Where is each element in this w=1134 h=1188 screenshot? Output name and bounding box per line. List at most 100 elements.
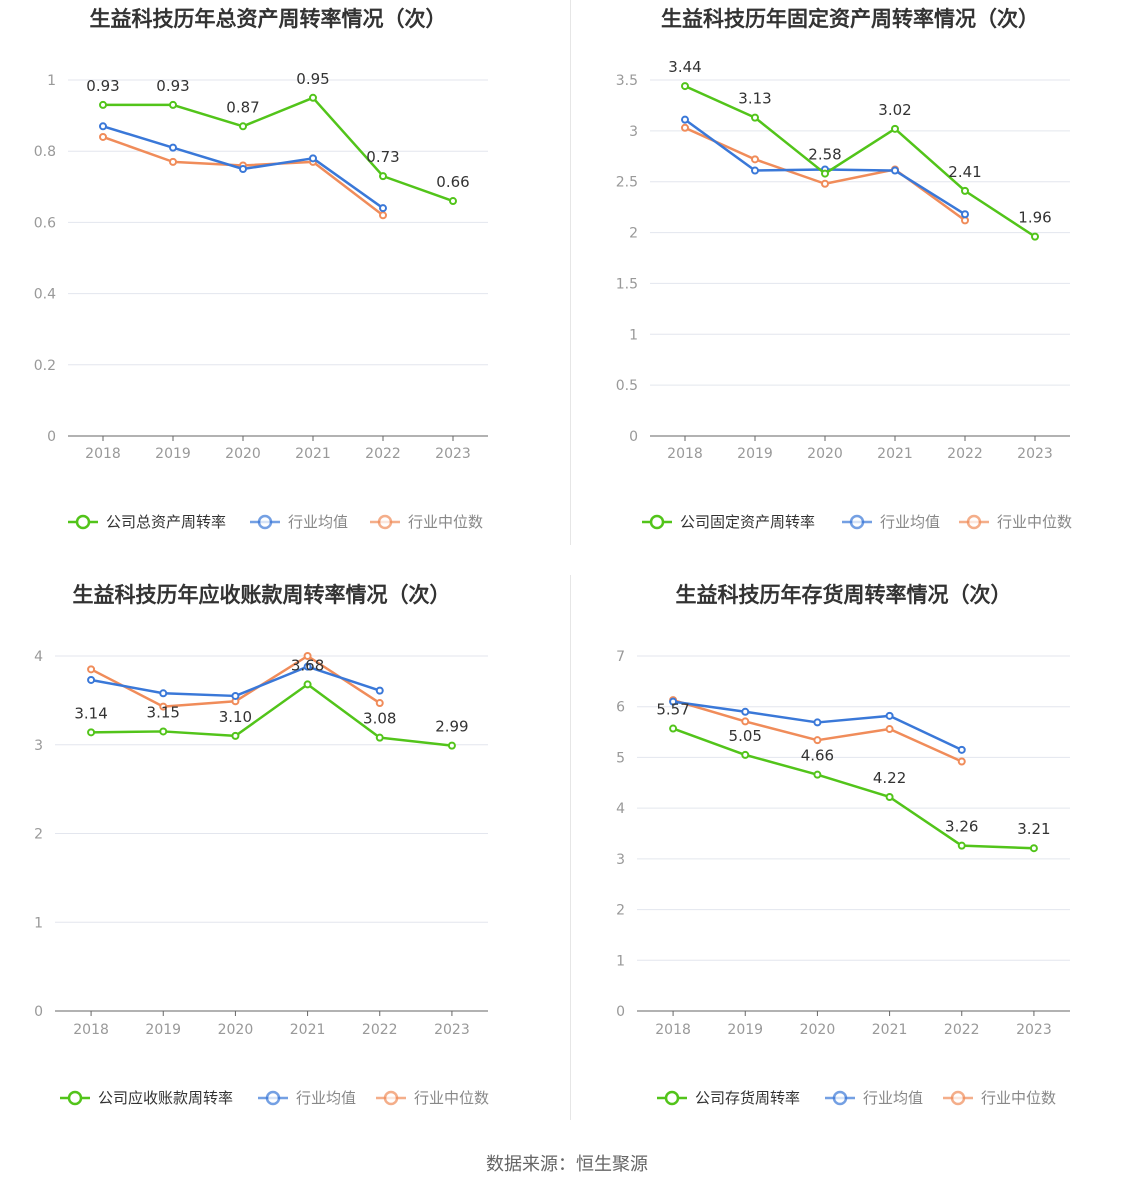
x-tick-label: 2021 — [872, 1022, 908, 1038]
series-line — [684, 84, 1036, 238]
y-tick-label: 0 — [34, 1004, 43, 1020]
data-point — [375, 699, 384, 708]
data-point — [449, 197, 457, 206]
legend-marker-icon — [377, 514, 393, 530]
data-point — [669, 697, 678, 706]
y-tick-label: 0.8 — [34, 144, 56, 160]
data-label: 3.21 — [1017, 820, 1050, 838]
y-tick-label: 1.5 — [616, 276, 638, 292]
data-label: 0.66 — [436, 173, 469, 191]
data-label: 3.10 — [219, 708, 252, 726]
legend-label: 行业均值 — [863, 1089, 923, 1107]
legend-marker-icon — [649, 514, 665, 530]
y-tick-label: 2.5 — [616, 175, 638, 191]
x-tick-label: 2023 — [434, 1022, 470, 1038]
legend-marker-icon — [950, 1090, 966, 1106]
x-tick-label: 2019 — [155, 446, 191, 462]
legend-marker-icon — [265, 1090, 281, 1106]
chart-svg: 生益科技历年固定资产周转率情况（次） 0 0.5 1 1.5 2 2.5 3 3.5 2018 20… — [616, 7, 1072, 531]
series-line — [102, 135, 384, 217]
data-label: 3.44 — [668, 58, 701, 76]
data-point — [447, 741, 456, 750]
legend-label: 行业均值 — [296, 1089, 356, 1107]
data-point — [231, 731, 240, 740]
data-label: 0.73 — [366, 148, 399, 166]
y-tick-label: 6 — [616, 700, 625, 716]
chart-panel-receivables-turnover: 生益科技历年应收账款周转率情况（次） 0 1 2 3 4 2018 2019 2020 2021 2… — [0, 576, 567, 1152]
x-tick-label: 2023 — [1016, 1022, 1052, 1038]
data-point — [159, 689, 168, 698]
y-tick-label: 2 — [629, 226, 638, 242]
y-tick-label: 3 — [616, 852, 625, 868]
y-tick-label: 1 — [47, 73, 56, 89]
data-point — [961, 216, 969, 225]
legend-label: 公司固定资产周转率 — [680, 513, 815, 531]
data-point — [379, 204, 387, 213]
x-tick-label: 2023 — [435, 446, 471, 462]
y-tick-label: 4 — [34, 649, 43, 665]
data-point — [99, 122, 107, 131]
data-point — [821, 169, 829, 178]
data-label: 4.22 — [873, 769, 906, 787]
legend-label: 行业均值 — [288, 513, 348, 531]
data-point — [957, 841, 966, 850]
data-point — [239, 122, 247, 131]
x-tick-label: 2022 — [362, 1022, 398, 1038]
panel-divider-top — [570, 0, 571, 545]
data-point — [99, 100, 107, 109]
data-point — [681, 115, 689, 124]
y-tick-label: 4 — [616, 801, 625, 817]
data-point — [885, 725, 894, 734]
data-label: 2.58 — [808, 146, 841, 164]
data-point — [87, 728, 96, 737]
data-point — [169, 157, 177, 166]
y-tick-label: 3 — [629, 124, 638, 140]
legend-label: 行业中位数 — [981, 1089, 1056, 1107]
data-point — [813, 736, 822, 745]
data-point — [741, 707, 750, 716]
data-point — [169, 143, 177, 152]
y-tick-label: 1 — [34, 915, 43, 931]
chart-svg: 生益科技历年存货周转率情况（次） 0 1 2 3 4 5 6 7 2018 2019 2020 2021… — [616, 583, 1070, 1107]
x-tick-label: 2022 — [365, 446, 401, 462]
legend-marker-icon — [832, 1090, 848, 1106]
data-label: 3.15 — [147, 703, 180, 721]
legend-marker-icon — [664, 1090, 680, 1106]
chart-title: 生益科技历年应收账款周转率情况（次） — [73, 583, 451, 607]
y-tick-label: 0 — [616, 1004, 625, 1020]
legend-label: 公司应收账款周转率 — [98, 1089, 233, 1107]
data-point — [375, 686, 384, 695]
data-point — [169, 100, 177, 109]
x-tick-label: 2020 — [225, 446, 261, 462]
y-tick-label: 5 — [616, 750, 625, 766]
x-tick-label: 2020 — [807, 446, 843, 462]
data-point — [681, 82, 689, 91]
x-tick-label: 2018 — [655, 1022, 691, 1038]
x-tick-label: 2023 — [1017, 446, 1053, 462]
data-label: 3.14 — [74, 704, 107, 722]
x-tick-label: 2021 — [295, 446, 331, 462]
data-point — [159, 727, 168, 736]
data-label: 5.57 — [656, 701, 689, 719]
y-tick-label: 2 — [616, 903, 625, 919]
chart-panel-total-asset-turnover: 生益科技历年总资产周转率情况（次） 0 0.2 0.4 0.6 0.8 1 2018 2019 2… — [0, 0, 567, 576]
data-label: 0.93 — [156, 77, 189, 95]
series-line — [91, 683, 453, 747]
data-point — [231, 691, 240, 700]
data-point — [379, 172, 387, 181]
legend-marker-icon — [849, 514, 865, 530]
x-tick-label: 2018 — [667, 446, 703, 462]
y-tick-label: 3 — [34, 738, 43, 754]
data-label: 3.68 — [291, 656, 324, 674]
data-point — [751, 113, 759, 122]
x-tick-label: 2019 — [145, 1022, 181, 1038]
legend-marker-icon — [966, 514, 982, 530]
data-label: 3.08 — [363, 710, 396, 728]
data-point — [669, 724, 678, 733]
y-tick-label: 3.5 — [616, 73, 638, 89]
data-point — [239, 165, 247, 173]
data-point — [87, 675, 96, 684]
legend-label: 公司总资产周转率 — [106, 513, 226, 531]
data-point — [751, 166, 759, 175]
data-point — [159, 702, 168, 711]
